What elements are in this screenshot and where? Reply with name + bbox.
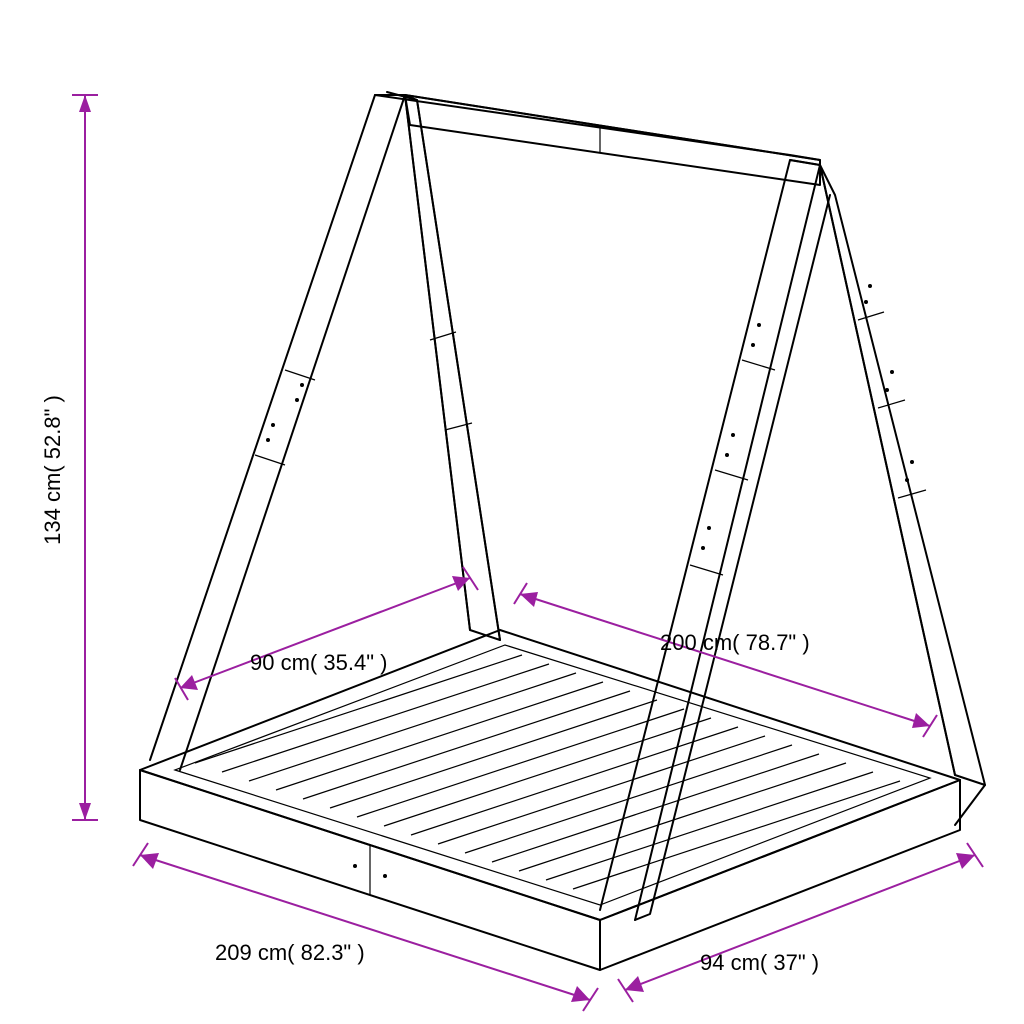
dim-mattress-width-label: 90 cm( 35.4" ): [250, 650, 387, 675]
front-a-frame: [600, 160, 985, 920]
dim-outer-width: [618, 843, 983, 1002]
ridge-beam: [375, 95, 820, 185]
dim-outer-width-label: 94 cm( 37" ): [700, 950, 819, 975]
dim-outer-length-label: 209 cm( 82.3" ): [215, 940, 365, 965]
bed-slats: [195, 655, 900, 889]
dim-height: [72, 95, 98, 820]
bed-frame-dimension-diagram: 134 cm( 52.8" ) 90 cm( 35.4" ) 200 cm( 7…: [0, 0, 1024, 1024]
bed-frame-structure: [140, 92, 985, 970]
dim-mattress-width: [175, 567, 478, 700]
dim-mattress-length-label: 200 cm( 78.7" ): [660, 630, 810, 655]
dim-height-label: 134 cm( 52.8" ): [40, 395, 65, 545]
